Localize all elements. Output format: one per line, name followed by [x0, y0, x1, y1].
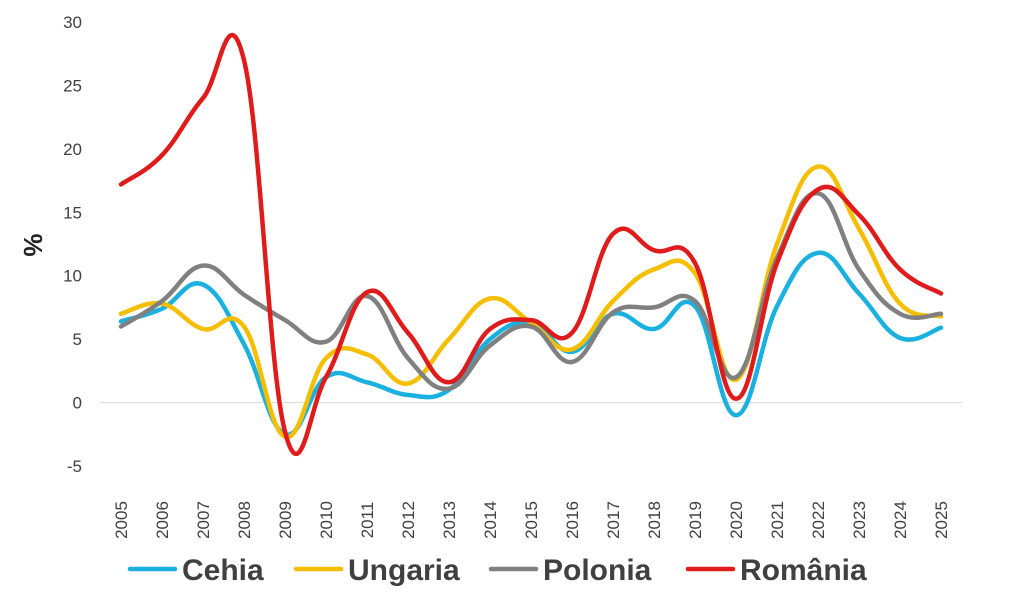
- legend: Cehia Ungaria Polonia România: [127, 554, 867, 587]
- legend-label: România: [740, 554, 867, 587]
- series-line-cehia: [118, 250, 944, 437]
- x-tick-label: 2021: [768, 501, 787, 539]
- x-tick-label: 2009: [276, 501, 295, 539]
- x-tick-label: 2019: [686, 501, 705, 539]
- x-tick-label: 2014: [481, 501, 500, 539]
- y-axis-ticks: 30 25 20 15 10 5 0 -5: [63, 13, 82, 476]
- x-tick-label: 2018: [645, 501, 664, 539]
- y-tick-label: 5: [73, 330, 82, 349]
- y-axis-label: %: [18, 233, 48, 256]
- x-tick-label: 2007: [194, 501, 213, 539]
- x-tick-label: 2008: [235, 501, 254, 539]
- legend-label: Polonia: [543, 554, 652, 587]
- x-tick-label: 2023: [850, 501, 869, 539]
- x-tick-label: 2016: [563, 501, 582, 539]
- series-lines: [118, 32, 944, 456]
- x-tick-label: 2011: [358, 502, 377, 539]
- y-tick-label: 0: [73, 394, 82, 413]
- series-line-polonia: [118, 191, 944, 392]
- y-tick-label: 10: [63, 267, 82, 286]
- y-tick-label: -5: [67, 457, 82, 476]
- x-tick-label: 2020: [727, 501, 746, 539]
- x-tick-label: 2022: [809, 501, 828, 539]
- x-tick-label: 2015: [522, 501, 541, 539]
- legend-label: Ungaria: [348, 554, 460, 587]
- x-tick-label: 2010: [317, 501, 336, 539]
- series-line-românia: [118, 32, 944, 456]
- x-tick-label: 2005: [112, 501, 131, 539]
- x-axis-ticks: 2005 2006 2007 2008 2009 2010 2011 2012 2013 2014…: [112, 501, 951, 539]
- x-tick-label: 2006: [153, 501, 172, 539]
- y-tick-label: 15: [63, 203, 82, 222]
- y-tick-label: 30: [63, 13, 82, 32]
- x-tick-label: 2012: [399, 501, 418, 539]
- x-tick-label: 2017: [604, 501, 623, 539]
- series-line-ungaria: [118, 164, 944, 440]
- legend-label: Cehia: [182, 554, 264, 587]
- x-tick-label: 2024: [891, 501, 910, 539]
- y-tick-label: 20: [63, 140, 82, 159]
- x-tick-label: 2025: [932, 501, 951, 539]
- x-tick-label: 2013: [440, 501, 459, 539]
- y-tick-label: 25: [63, 76, 82, 95]
